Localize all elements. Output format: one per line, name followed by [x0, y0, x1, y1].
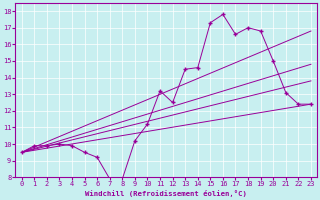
X-axis label: Windchill (Refroidissement éolien,°C): Windchill (Refroidissement éolien,°C)	[85, 190, 247, 197]
